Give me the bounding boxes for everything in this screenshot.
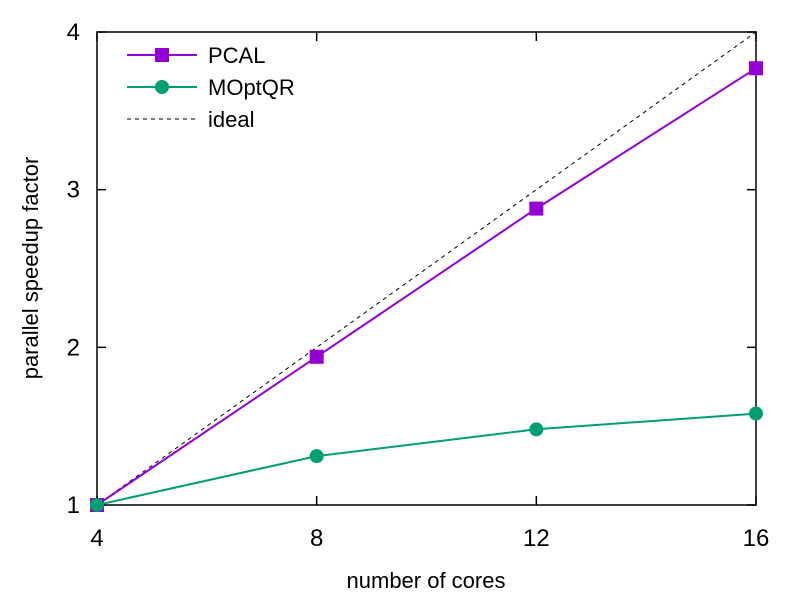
series-ideal (96, 31, 757, 506)
x-axis-title: number of cores (347, 568, 506, 593)
y-tick-label: 2 (67, 334, 80, 361)
data-point-moptqr (749, 406, 763, 421)
legend-item-moptqr: MOptQR (127, 75, 295, 100)
series-moptqr (90, 406, 763, 512)
series-line-pcal (96, 67, 757, 506)
legend-item-ideal: ideal (127, 107, 254, 132)
x-tick-label: 12 (523, 525, 550, 552)
data-point-pcal (749, 61, 763, 76)
x-tick-label: 16 (743, 525, 770, 552)
x-tick-label: 4 (90, 525, 103, 552)
legend-label-pcal: PCAL (208, 43, 265, 68)
series-layer (90, 31, 763, 512)
x-tick-label: 8 (310, 525, 323, 552)
legend: PCAL MOptQR ideal (127, 43, 295, 132)
legend-label-ideal: ideal (208, 107, 254, 132)
y-tick-label: 1 (67, 492, 80, 519)
series-line-ideal (96, 31, 757, 506)
legend-marker-moptqr (155, 80, 169, 94)
legend-label-moptqr: MOptQR (208, 75, 295, 100)
y-tick-label: 3 (67, 177, 80, 204)
legend-marker-pcal (155, 48, 169, 62)
legend-item-pcal: PCAL (127, 43, 265, 68)
data-point-moptqr (90, 498, 104, 512)
data-point-moptqr (309, 449, 324, 464)
series-pcal (90, 61, 763, 512)
data-point-moptqr (529, 422, 544, 437)
data-point-pcal (309, 349, 324, 364)
series-line-moptqr (96, 412, 757, 506)
data-point-pcal (529, 201, 544, 216)
plot-area (96, 31, 757, 506)
y-tick-label: 4 (67, 19, 80, 46)
y-axis-title: parallel speedup factor (18, 157, 43, 380)
